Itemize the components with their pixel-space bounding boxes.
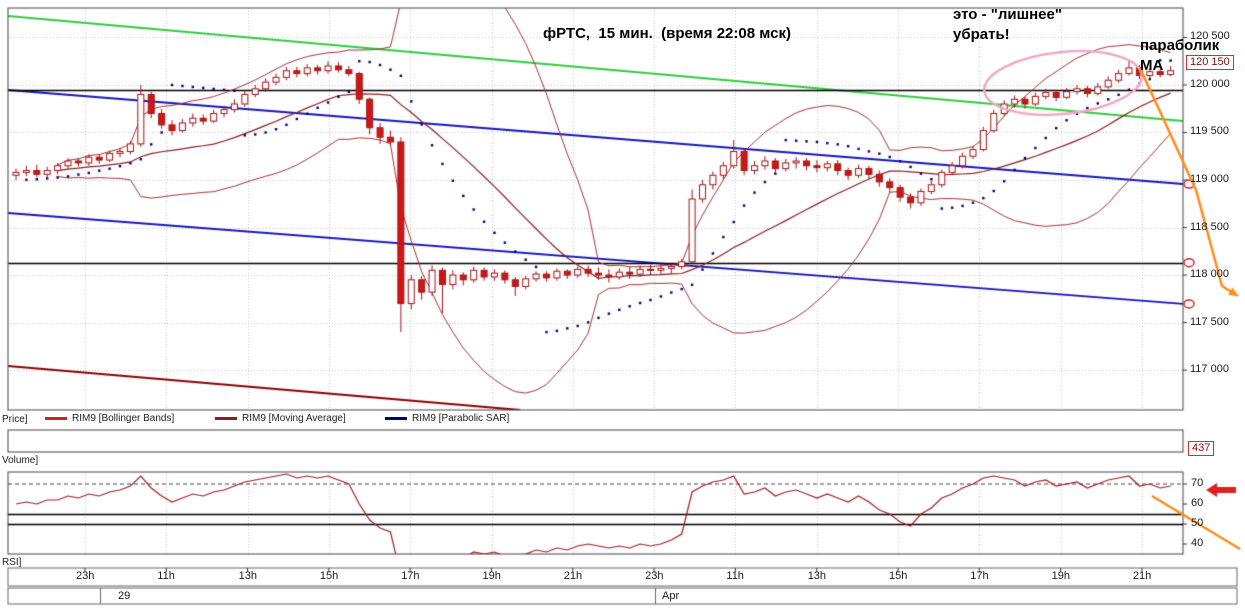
- parabolic-sar-line-icon: [385, 416, 407, 420]
- time-axis-label: 21h: [1132, 570, 1152, 582]
- parabolic-annotation: параболик МА: [1140, 37, 1220, 75]
- rsi-axis-label: 40: [1191, 537, 1204, 549]
- time-axis-label: 11h: [157, 570, 175, 582]
- time-axis-label: 13h: [238, 570, 257, 582]
- rsi-axis-label: 60: [1191, 497, 1204, 509]
- price-axis-label: 117 500: [1190, 315, 1229, 328]
- price-axis-label: 117 000: [1190, 363, 1229, 376]
- time-axis-label: 15h: [319, 570, 339, 582]
- time-axis-label: 21h: [563, 570, 583, 582]
- price-pane-label: Price]: [2, 414, 28, 425]
- legend-row: Price] RIM9 [Bollinger Bands] RIM9 [Movi…: [0, 411, 1183, 428]
- moving-average-line-icon: [215, 416, 237, 420]
- time-axis-label: 23h: [76, 570, 95, 582]
- time-axis-label: 17h: [401, 570, 420, 582]
- bollinger-line-icon: [45, 416, 67, 420]
- date-label-29: 29: [118, 590, 131, 602]
- date-label-apr: Apr: [662, 590, 680, 602]
- price-axis-label: 120 500: [1190, 30, 1230, 43]
- time-axis-label: 19h: [482, 570, 501, 582]
- time-axis-label: 23h: [645, 570, 664, 582]
- chart-title: фРТС, 15 мин. (время 22:08 мск): [543, 25, 791, 42]
- legend-item-sar: RIM9 [Parabolic SAR]: [385, 413, 509, 424]
- time-axis-label: 15h: [889, 570, 908, 582]
- price-axis-label: 118 500: [1190, 220, 1229, 233]
- rsi-pane-label: RSI]: [2, 557, 22, 568]
- rsi-axis-label: 70: [1191, 477, 1204, 489]
- legend-item-bollinger: RIM9 [Bollinger Bands]: [45, 413, 174, 424]
- price-axis-label: 119 500: [1190, 125, 1229, 138]
- price-axis-label: 120 000: [1190, 77, 1230, 90]
- price-axis-label: 119 000: [1190, 173, 1229, 185]
- time-axis-label: 13h: [807, 570, 827, 582]
- time-axis-label: 19h: [1051, 570, 1070, 582]
- price-axis-label: 118 000: [1190, 268, 1229, 281]
- legend-item-ma: RIM9 [Moving Average]: [215, 413, 346, 424]
- time-axis-label: 11h: [726, 570, 744, 582]
- volume-value-box: 437: [1188, 441, 1215, 456]
- legend-label-sar: RIM9 [Parabolic SAR]: [412, 413, 510, 424]
- remove-annotation: это - "лишнее" убрать!: [953, 6, 1062, 44]
- rsi-axis-label: 50: [1191, 517, 1204, 529]
- volume-pane-label: Volume]: [2, 455, 39, 466]
- legend-label-ma: RIM9 [Moving Average]: [242, 413, 346, 424]
- legend-label-bollinger: RIM9 [Bollinger Bands]: [72, 413, 175, 424]
- last-price-box: 120 150: [1186, 55, 1234, 70]
- time-axis-label: 17h: [970, 570, 989, 582]
